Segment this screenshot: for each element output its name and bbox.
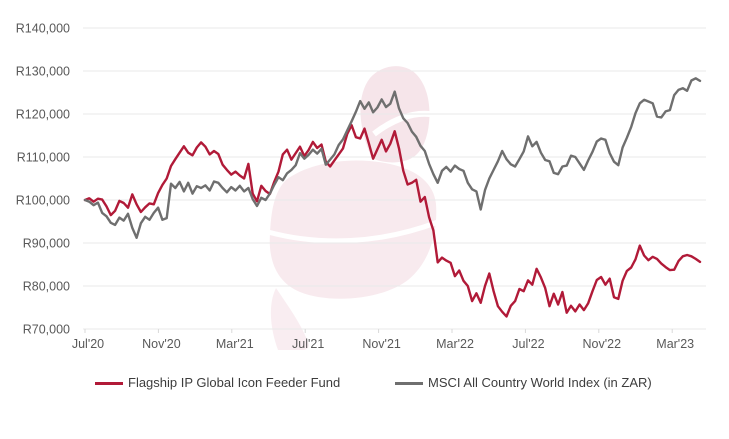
legend-item-flagship-fund: Flagship IP Global Icon Feeder Fund xyxy=(95,374,340,392)
y-tick-label: R120,000 xyxy=(16,108,70,122)
flagship-logo-watermark xyxy=(267,66,439,350)
legend-swatch-msci-index xyxy=(395,381,423,385)
data-series-lines xyxy=(83,77,702,318)
horizontal-gridlines xyxy=(83,27,706,330)
legend-swatch-flagship-fund xyxy=(95,381,123,385)
y-tick-label: R130,000 xyxy=(16,65,70,79)
x-axis-ticks xyxy=(84,329,673,333)
x-tick-label: Nov'21 xyxy=(362,337,401,351)
x-tick-label: Nov'22 xyxy=(583,337,622,351)
y-tick-label: R80,000 xyxy=(23,280,70,294)
x-tick-label: Jul'22 xyxy=(512,337,544,351)
x-tick-label: Mar'22 xyxy=(436,337,474,351)
series-line-flagship-fund xyxy=(83,123,702,318)
legend-label-flagship-fund: Flagship IP Global Icon Feeder Fund xyxy=(128,375,341,390)
y-tick-label: R90,000 xyxy=(23,237,70,251)
x-tick-label: Jul'21 xyxy=(292,337,324,351)
x-tick-label: Mar'23 xyxy=(656,337,694,351)
watermark-main-flag xyxy=(269,160,437,299)
x-tick-label: Nov'20 xyxy=(142,337,181,351)
series-line-msci-index xyxy=(83,77,702,240)
watermark-gap-stroke-1 xyxy=(267,219,439,244)
legend-label-msci-index: MSCI All Country World Index (in ZAR) xyxy=(428,375,652,390)
legend-item-msci-index: MSCI All Country World Index (in ZAR) xyxy=(395,374,652,392)
legend: Flagship IP Global Icon Feeder Fund MSCI… xyxy=(0,374,729,396)
y-tick-label: R110,000 xyxy=(17,151,70,165)
y-tick-label: R70,000 xyxy=(23,323,70,337)
x-axis-labels: Jul'20 Nov'20 Mar'21 Jul'21 Nov'21 Mar'22 Jul'… xyxy=(72,337,694,351)
x-tick-label: Jul'20 xyxy=(72,337,104,351)
watermark-lower-tail xyxy=(270,288,309,350)
y-axis-labels: R140,000 R130,000 R120,000 R110,000 R100,000… xyxy=(16,22,70,337)
y-tick-label: R100,000 xyxy=(16,194,70,208)
y-tick-label: R140,000 xyxy=(16,22,70,36)
x-tick-label: Mar'21 xyxy=(216,337,254,351)
